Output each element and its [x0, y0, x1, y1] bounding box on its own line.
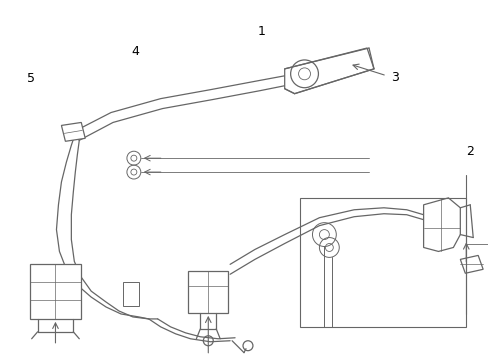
Text: 1: 1	[258, 25, 266, 38]
Text: 2: 2	[466, 145, 474, 158]
Polygon shape	[285, 48, 374, 94]
Polygon shape	[61, 122, 85, 141]
Polygon shape	[30, 264, 81, 319]
Polygon shape	[189, 271, 228, 313]
Polygon shape	[424, 198, 460, 251]
Text: 5: 5	[27, 72, 35, 85]
Polygon shape	[460, 255, 483, 273]
Polygon shape	[123, 282, 139, 306]
Bar	[299, 198, 466, 327]
Text: 4: 4	[132, 45, 140, 58]
Text: 3: 3	[391, 71, 399, 84]
